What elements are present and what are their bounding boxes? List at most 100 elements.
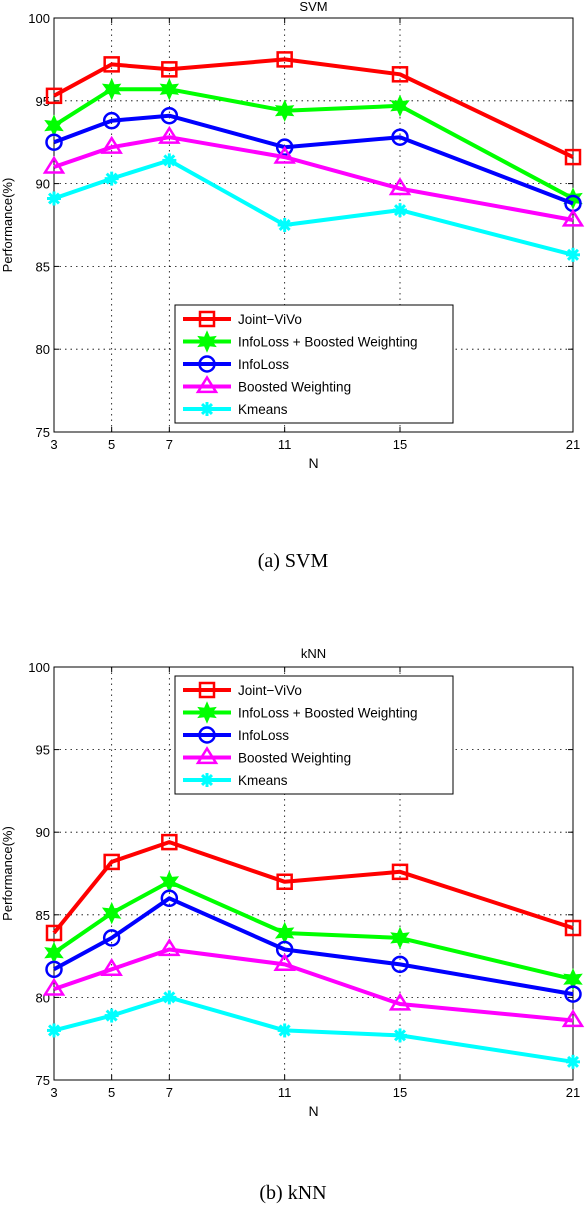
data-point-boosted-weighting [42, 155, 66, 174]
data-point-kmeans [393, 1028, 407, 1043]
series-line-joint-vivo [52, 840, 574, 935]
data-point-infoloss-boosted-weighting [563, 187, 583, 210]
figure-caption: (a) SVM [258, 550, 329, 572]
legend-marker-joint-vivo [198, 310, 216, 328]
legend-label-kmeans: Kmeans [238, 402, 288, 417]
data-point-infoloss [391, 128, 409, 146]
data-point-boosted-weighting [100, 957, 123, 976]
series-line-infoloss [53, 896, 574, 997]
x-tick-label: 7 [166, 1085, 173, 1100]
y-tick-label: 80 [36, 990, 50, 1005]
y-tick-label: 90 [36, 825, 50, 840]
x-tick-label: 15 [393, 1085, 407, 1100]
y-tick-label: 100 [28, 11, 50, 26]
y-tick-label: 85 [36, 259, 50, 274]
legend-label-infoloss-boosted-weighting: InfoLoss + Boosted Weighting [238, 335, 418, 350]
data-point-joint-vivo [391, 863, 409, 881]
data-point-joint-vivo [276, 873, 293, 891]
data-point-infoloss-boosted-weighting [563, 967, 583, 991]
data-point-infoloss [391, 955, 409, 974]
series-line-joint-vivo [53, 57, 574, 159]
svm-chart: 3 5 7 11 15 217580859095100SVMNPerformance(%)… [0, 0, 585, 572]
y-tick-label: 75 [36, 425, 50, 440]
legend-label-infoloss: InfoLoss [238, 728, 289, 743]
data-point-joint-vivo [564, 919, 582, 937]
data-point-joint-vivo [161, 833, 178, 851]
data-point-infoloss [45, 133, 63, 151]
data-point-kmeans [277, 218, 292, 232]
data-point-joint-vivo [564, 148, 582, 166]
data-point-joint-vivo [103, 56, 120, 73]
series-line-infoloss-boosted-weighting [52, 87, 574, 201]
legend-label-infoloss: InfoLoss [238, 357, 289, 372]
legend: Joint−ViVo InfoLoss + Boosted Weighting In… [174, 675, 454, 795]
series-line-boosted-weighting [53, 947, 574, 1023]
legend-marker-joint-vivo [198, 681, 216, 699]
y-tick-label: 85 [36, 908, 50, 923]
data-point-kmeans [104, 171, 119, 186]
x-tick-label: 7 [166, 437, 173, 452]
data-point-kmeans [162, 153, 177, 168]
data-point-joint-vivo [103, 853, 120, 871]
data-point-joint-vivo [45, 87, 63, 105]
data-point-joint-vivo [391, 66, 409, 83]
data-point-kmeans [277, 1023, 292, 1038]
data-point-infoloss [160, 106, 179, 125]
data-point-boosted-weighting [273, 145, 296, 164]
x-tick-label: 5 [108, 1085, 115, 1100]
legend-label-infoloss-boosted-weighting: InfoLoss + Boosted Weighting [238, 706, 418, 721]
data-point-boosted-weighting [158, 938, 181, 957]
data-point-kmeans [47, 191, 61, 206]
data-point-kmeans [104, 1008, 119, 1023]
figure-caption: (b) kNN [259, 1182, 326, 1204]
x-tick-label: 3 [50, 1085, 57, 1100]
data-point-joint-vivo [161, 61, 178, 78]
y-tick-label: 75 [36, 1073, 50, 1088]
series-line-infoloss-boosted-weighting [52, 879, 574, 982]
data-point-infoloss-boosted-weighting [101, 901, 122, 925]
data-point-kmeans [566, 247, 580, 262]
legend-marker-infoloss [198, 355, 216, 373]
x-tick-label: 5 [108, 437, 115, 452]
legend-label-joint-vivo: Joint−ViVo [238, 312, 302, 327]
y-tick-label: 80 [36, 342, 50, 357]
y-axis-label: Performance(%) [0, 826, 15, 921]
legend-marker-infoloss-boosted-weighting [197, 330, 217, 353]
x-tick-label: 3 [50, 437, 57, 452]
data-point-infoloss [275, 138, 294, 156]
data-point-infoloss-boosted-weighting [101, 77, 122, 101]
data-point-kmeans [47, 1023, 61, 1038]
data-point-joint-vivo [276, 51, 293, 68]
legend-marker-infoloss [198, 726, 216, 744]
y-tick-label: 95 [36, 743, 50, 758]
x-tick-label: 11 [278, 437, 292, 452]
legend-label-boosted-weighting: Boosted Weighting [238, 380, 351, 395]
data-point-boosted-weighting [273, 953, 296, 972]
data-point-infoloss [45, 960, 63, 979]
x-tick-label: 15 [393, 437, 407, 452]
data-point-kmeans [162, 990, 177, 1005]
legend-marker-kmeans [200, 773, 214, 787]
data-point-boosted-weighting [100, 135, 123, 154]
x-axis-label: N [308, 1103, 318, 1119]
data-point-boosted-weighting [42, 977, 66, 996]
x-tick-label: 21 [566, 437, 580, 452]
y-tick-label: 100 [28, 660, 50, 675]
data-point-kmeans [393, 203, 407, 218]
legend-marker-kmeans [200, 402, 214, 416]
knn-chart: 3 5 7 11 15 21 75 80 85 90 95 100 kNN N Performance(%)… [0, 646, 585, 1204]
legend-label-joint-vivo: Joint−ViVo [238, 683, 302, 698]
data-point-infoloss [564, 985, 582, 1003]
y-axis-label: Performance(%) [0, 178, 15, 273]
data-point-infoloss [160, 889, 179, 908]
data-point-boosted-weighting [561, 208, 585, 227]
x-tick-label: 11 [278, 1085, 292, 1100]
data-point-boosted-weighting [561, 1009, 585, 1028]
chart-title: kNN [301, 646, 326, 661]
legend-label-kmeans: Kmeans [238, 773, 288, 788]
chart-title: SVM [299, 0, 327, 14]
legend-marker-boosted-weighting [195, 375, 219, 394]
legend-marker-boosted-weighting [195, 746, 219, 765]
series-line-boosted-weighting [53, 135, 574, 222]
series-line-kmeans [53, 995, 574, 1064]
